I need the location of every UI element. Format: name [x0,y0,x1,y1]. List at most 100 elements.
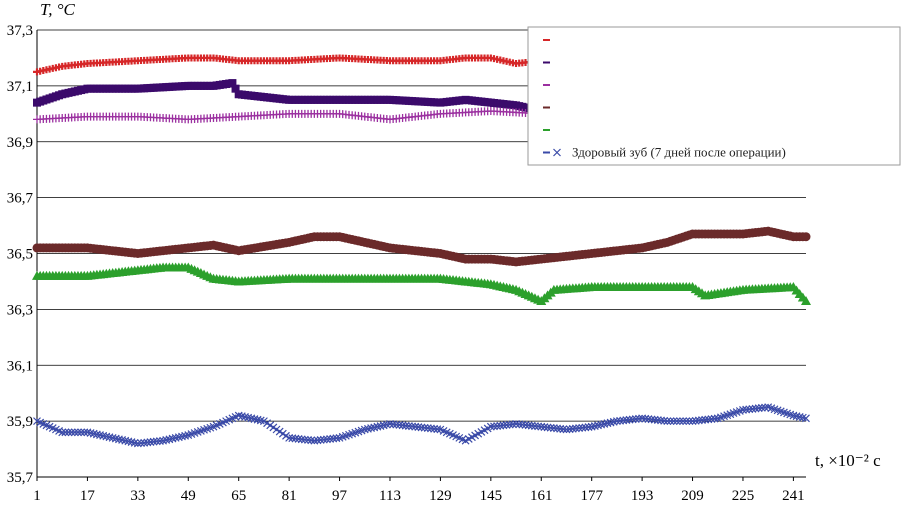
data-point [499,421,508,430]
data-point [427,424,435,433]
data-point [801,232,811,242]
data-point [304,436,312,444]
data-point [64,428,73,437]
data-point [433,425,442,434]
data-point [622,416,631,425]
x-tick-label: 177 [580,488,603,504]
x-tick-label: 193 [631,488,654,504]
data-point [625,415,634,424]
data-point [559,425,568,434]
data-point [313,436,322,445]
data-point [660,416,669,425]
data-point [553,424,561,433]
data-point [628,415,637,424]
data-point [653,416,662,425]
data-point [401,421,410,430]
legend-box [527,26,901,166]
data-point [61,428,70,437]
data-point [524,421,533,430]
data-point [543,423,552,432]
y-tick-label: 35,9 [7,414,33,430]
data-point [505,420,514,429]
data-point [562,425,571,434]
data-point [404,422,413,430]
data-point [581,423,590,432]
data-point [67,428,76,437]
data-point [502,421,511,429]
data-point [386,419,394,428]
series-6 [33,403,810,448]
data-point [80,428,89,437]
data-point [231,84,240,93]
data-point [742,405,751,414]
data-point [644,415,653,423]
x-tick-label: 65 [231,488,246,504]
x-tick-label: 113 [379,488,401,504]
data-point [691,416,700,425]
data-point [534,422,543,431]
x-tick-label: 97 [332,488,348,504]
data-point [688,417,697,426]
data-point [748,404,757,413]
data-point [754,404,763,413]
data-point [556,424,565,433]
x-tick-label: 81 [282,488,297,504]
data-point [508,420,517,429]
data-point [676,417,684,426]
series-5 [32,262,811,305]
data-point [631,415,640,423]
data-point [666,417,675,426]
x-tick-label: 17 [80,488,96,504]
data-point [329,434,338,443]
data-point [647,415,656,424]
data-point [70,428,79,437]
data-point [546,423,555,432]
x-tick-label: 1 [33,488,41,504]
data-point [553,148,561,157]
data-point [575,424,584,433]
data-point [77,428,86,437]
data-point [584,423,593,431]
data-point [152,437,161,446]
data-point [672,417,681,426]
data-point [430,424,439,433]
data-point [300,435,309,444]
legend-entry: Здоровый зуб (7 дней после операции) [543,145,786,160]
data-point [486,422,495,431]
data-point [140,438,149,447]
data-point [612,417,621,426]
data-point [537,422,546,431]
data-point [638,414,647,423]
data-point [310,436,319,445]
data-point [155,437,164,445]
data-point [133,439,142,448]
data-point [149,437,158,446]
data-point [316,436,325,444]
data-point [641,414,650,423]
data-point [58,428,67,437]
data-point [739,406,747,414]
data-point [420,423,429,432]
series-3 [33,107,546,124]
x-tick-label: 145 [480,488,503,504]
data-point [657,416,665,425]
legend: Здоровый зуб (7 дней после операции) [527,26,901,166]
data-point [531,422,539,430]
data-point [496,421,505,430]
data-point [411,422,420,431]
data-point [146,438,155,447]
data-point [635,414,643,423]
data-point [493,422,502,430]
data-point [549,424,558,433]
data-point [143,438,152,447]
y-axis-title: T, °C [40,0,75,19]
data-point [307,436,316,445]
data-point [395,421,404,429]
data-point [294,435,303,443]
data-point [490,422,498,431]
data-series [32,54,811,448]
data-point [323,435,331,444]
data-point [408,422,416,431]
data-point [757,403,766,412]
